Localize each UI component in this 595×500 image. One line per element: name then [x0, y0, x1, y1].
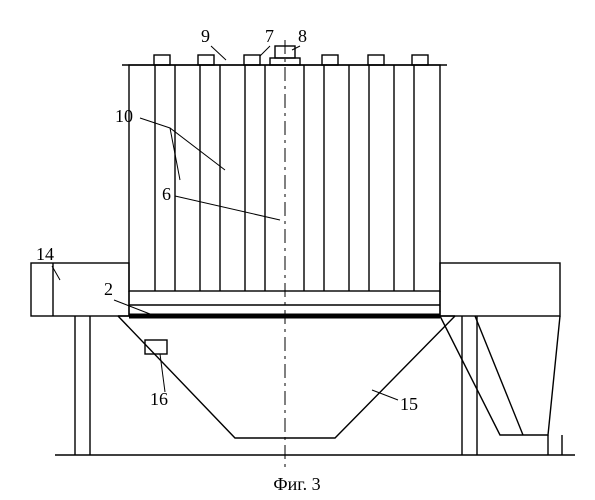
label-2: 2	[104, 279, 113, 299]
leader-line	[260, 46, 270, 56]
top-tab-0	[154, 55, 170, 65]
label-10: 10	[115, 106, 133, 126]
top-tab-1	[198, 55, 214, 65]
label-8: 8	[298, 26, 307, 46]
right-chute	[440, 316, 560, 435]
label-15: 15	[400, 394, 418, 414]
top-tab-2	[244, 55, 260, 65]
leader-line	[140, 118, 225, 170]
label-16: 16	[150, 389, 168, 409]
label-9: 9	[201, 26, 210, 46]
left-duct	[31, 263, 129, 316]
label-14: 14	[36, 244, 54, 264]
figure-caption: Фиг. 3	[273, 474, 320, 494]
hopper	[118, 316, 455, 438]
right-duct	[440, 263, 560, 316]
leader-line	[160, 354, 165, 392]
label-layer: 9 7 8 10 6 14 2 16 15 Фиг. 3	[36, 26, 418, 494]
label-7: 7	[265, 26, 274, 46]
top-tab-5	[412, 55, 428, 65]
leader-line	[211, 46, 226, 60]
label-6: 6	[162, 184, 171, 204]
leader-line	[114, 300, 150, 314]
top-tab-4	[368, 55, 384, 65]
top-tab-3	[322, 55, 338, 65]
leader-line	[372, 390, 398, 400]
leader-line	[175, 196, 280, 220]
technical-figure: 9 7 8 10 6 14 2 16 15 Фиг. 3	[0, 0, 595, 500]
drawing-layer	[31, 40, 575, 470]
